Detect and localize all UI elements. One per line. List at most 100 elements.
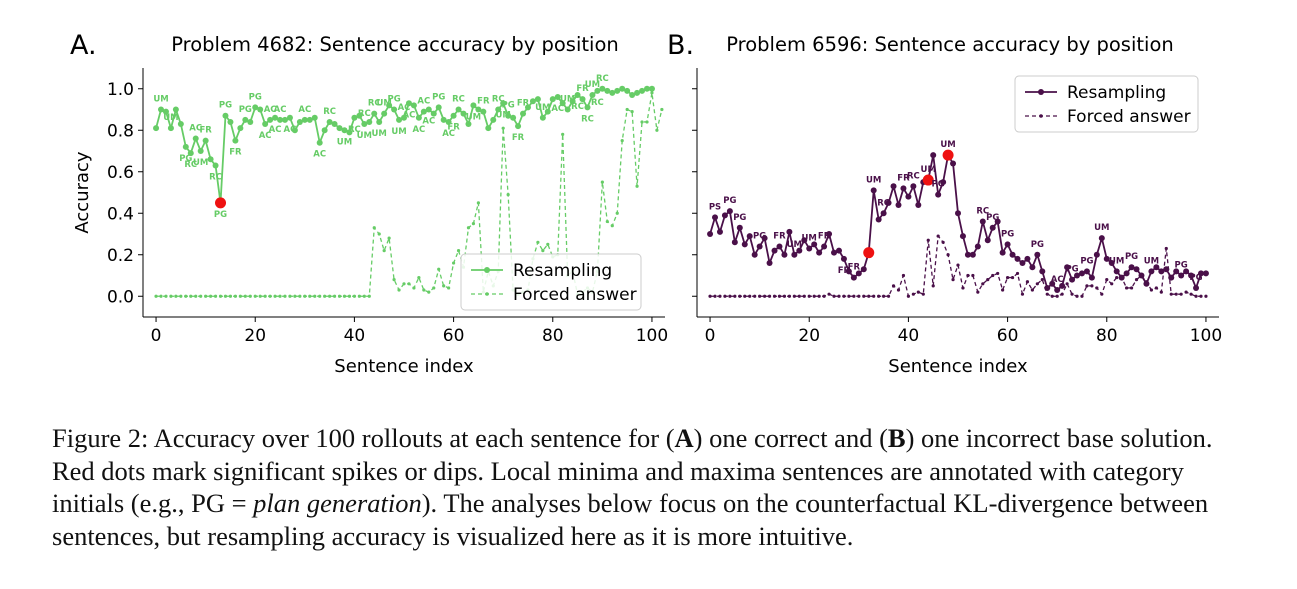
data-point-resampling	[1193, 284, 1200, 291]
data-point-forced	[328, 294, 332, 298]
data-point-forced	[971, 273, 975, 278]
data-point-resampling	[177, 121, 184, 128]
data-point-resampling	[396, 116, 403, 123]
data-point-resampling	[1128, 264, 1135, 271]
data-point-forced	[931, 284, 935, 288]
data-point-resampling	[272, 114, 279, 121]
data-point-forced	[541, 249, 545, 253]
data-point-forced	[546, 242, 550, 246]
data-point-resampling	[1133, 266, 1140, 273]
data-point-forced	[447, 286, 451, 290]
data-point-resampling	[425, 106, 432, 113]
data-point-resampling	[900, 185, 907, 192]
category-annotation: UM	[585, 80, 600, 90]
category-annotation: UM	[1109, 256, 1124, 266]
data-point-resampling	[1173, 268, 1180, 275]
data-point-resampling	[835, 247, 842, 254]
data-point-forced	[1189, 292, 1193, 296]
data-point-forced	[981, 282, 985, 286]
x-tick-label: 20	[244, 326, 266, 346]
category-annotation: FR	[512, 133, 525, 143]
data-point-resampling	[781, 251, 788, 258]
data-point-forced	[1169, 292, 1173, 296]
data-point-forced	[1035, 282, 1039, 286]
category-annotation: FR	[447, 123, 460, 133]
category-annotation: FR	[818, 231, 831, 241]
data-point-resampling	[510, 114, 517, 121]
data-point-forced	[164, 294, 168, 298]
data-point-resampling	[321, 127, 328, 134]
data-point-resampling	[286, 114, 293, 121]
legend-swatch-marker	[1039, 114, 1043, 118]
data-point-forced	[832, 294, 836, 298]
data-point-resampling	[1148, 268, 1155, 275]
highlight-point	[922, 174, 934, 186]
data-point-resampling	[197, 148, 204, 154]
data-point-resampling	[935, 191, 942, 198]
category-annotation: AC	[403, 110, 416, 120]
caption-bold-b: B	[887, 423, 906, 453]
data-point-resampling	[791, 251, 798, 258]
figure-canvas: 0 20 40 60 80 100 0.0 0.2 0.4 0.6 0.8 1.0 Sentence i…	[70, 30, 1222, 377]
figure-caption: Figure 2: Accuracy over 100 rollouts at …	[52, 422, 1252, 552]
category-annotation: RC	[452, 95, 465, 105]
category-annotation: UM	[372, 129, 387, 139]
category-annotation: AC	[1051, 275, 1064, 285]
data-point-resampling	[485, 125, 492, 132]
data-point-forced	[387, 236, 391, 240]
data-point-resampling	[1014, 255, 1021, 262]
data-point-forced	[407, 282, 411, 286]
category-annotation: PG	[502, 101, 515, 111]
data-point-resampling	[480, 108, 487, 115]
data-point-resampling	[1054, 287, 1061, 294]
data-point-resampling	[1024, 255, 1031, 262]
data-point-forced	[1065, 282, 1069, 286]
data-point-resampling	[1019, 260, 1026, 267]
data-point-forced	[1164, 246, 1168, 251]
data-point-resampling	[440, 116, 447, 123]
category-annotation: RC	[348, 125, 361, 135]
data-point-forced	[283, 294, 287, 298]
y-axis-label: Accuracy	[72, 151, 93, 234]
data-point-resampling	[1158, 268, 1165, 275]
data-point-forced	[174, 294, 178, 298]
data-point-resampling	[895, 201, 902, 208]
caption-bold-a: A	[674, 423, 694, 453]
category-annotation: UM	[1094, 223, 1109, 233]
legend-swatch-marker	[485, 292, 489, 296]
data-point-resampling	[381, 110, 388, 117]
data-point-resampling	[336, 125, 343, 132]
category-annotation: UM	[193, 158, 208, 168]
data-point-resampling	[247, 118, 254, 125]
highlight-point	[942, 149, 954, 161]
category-annotation: PG	[214, 210, 227, 220]
data-point-resampling	[811, 241, 818, 248]
data-point-resampling	[796, 247, 803, 254]
data-point-forced	[437, 267, 441, 271]
data-point-resampling	[1183, 268, 1190, 275]
data-point-forced	[926, 238, 930, 242]
data-point-resampling	[549, 96, 556, 103]
data-point-resampling	[1108, 260, 1115, 267]
data-point-resampling	[172, 106, 179, 113]
data-point-forced	[1154, 286, 1158, 290]
data-point-forced	[422, 288, 426, 292]
data-point-forced	[213, 294, 218, 298]
y-tick-label: 0.0	[107, 287, 134, 307]
category-annotation: AC	[298, 105, 311, 115]
data-point-resampling	[1113, 268, 1120, 275]
data-point-forced	[347, 294, 352, 298]
category-annotation: RC	[596, 74, 609, 84]
category-annotation: PG	[387, 95, 400, 105]
data-point-resampling	[257, 106, 264, 113]
data-point-resampling	[850, 274, 857, 281]
data-point-resampling	[716, 228, 723, 235]
data-point-resampling	[746, 233, 753, 240]
data-point-forced	[787, 294, 791, 298]
data-point-forced	[169, 294, 173, 298]
category-annotation: PG	[753, 231, 766, 241]
data-point-resampling	[821, 243, 828, 250]
data-point-forced	[802, 294, 806, 298]
x-tick-label: 60	[443, 326, 465, 346]
data-point-resampling	[1098, 235, 1105, 242]
